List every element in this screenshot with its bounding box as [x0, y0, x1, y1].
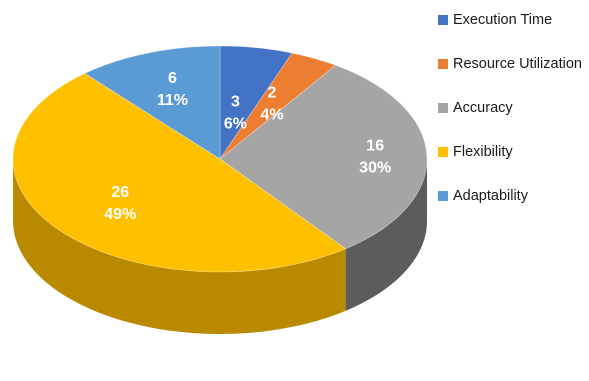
legend: Execution Time Resource Utilization Accu…: [438, 8, 588, 228]
legend-item-adaptability: Adaptability: [438, 184, 588, 207]
data-label-percent: 49%: [104, 206, 136, 223]
slice-accuracy: [219, 64, 428, 250]
data-label-value: 2: [268, 85, 277, 102]
legend-item-flexibility: Flexibility: [438, 140, 588, 163]
legend-label: Accuracy: [453, 99, 513, 116]
slice-resource-utilization: [219, 52, 337, 160]
legend-swatch: [438, 102, 448, 113]
data-label-percent: 30%: [359, 160, 391, 177]
legend-swatch: [438, 14, 448, 25]
legend-swatch: [438, 190, 448, 201]
legend-label: Adaptability: [453, 187, 528, 204]
legend-item-execution-time: Execution Time: [438, 8, 588, 31]
data-label-percent: 4%: [260, 107, 283, 124]
data-label-percent: 6%: [224, 115, 247, 132]
legend-item-resource-utilization: Resource Utilization: [438, 52, 588, 75]
data-label-value: 3: [231, 93, 240, 110]
slice-adaptability: [84, 45, 221, 160]
legend-swatch: [438, 146, 448, 157]
pie-data-labels: 3 6% 2 4% 16 30% 26 49% 6 11%: [104, 70, 391, 223]
slice-side-flexibility: [13, 159, 346, 334]
legend-swatch: [438, 58, 448, 69]
slice-side-accuracy: [345, 159, 427, 311]
legend-label: Resource Utilization: [453, 55, 582, 72]
data-label-percent: 11%: [157, 92, 188, 109]
legend-item-accuracy: Accuracy: [438, 96, 588, 119]
pie-3d-sides: [13, 159, 427, 334]
data-label-value: 16: [366, 138, 384, 155]
data-label-value: 6: [168, 70, 177, 87]
legend-label: Flexibility: [453, 143, 513, 160]
pie-slices: [12, 45, 428, 273]
pie-plot-area: 3 6% 2 4% 16 30% 26 49% 6 11%: [12, 45, 428, 334]
slice-execution-time: [219, 45, 293, 161]
slice-flexibility: [12, 72, 347, 273]
data-label-value: 26: [111, 184, 129, 201]
legend-label: Execution Time: [453, 11, 553, 28]
